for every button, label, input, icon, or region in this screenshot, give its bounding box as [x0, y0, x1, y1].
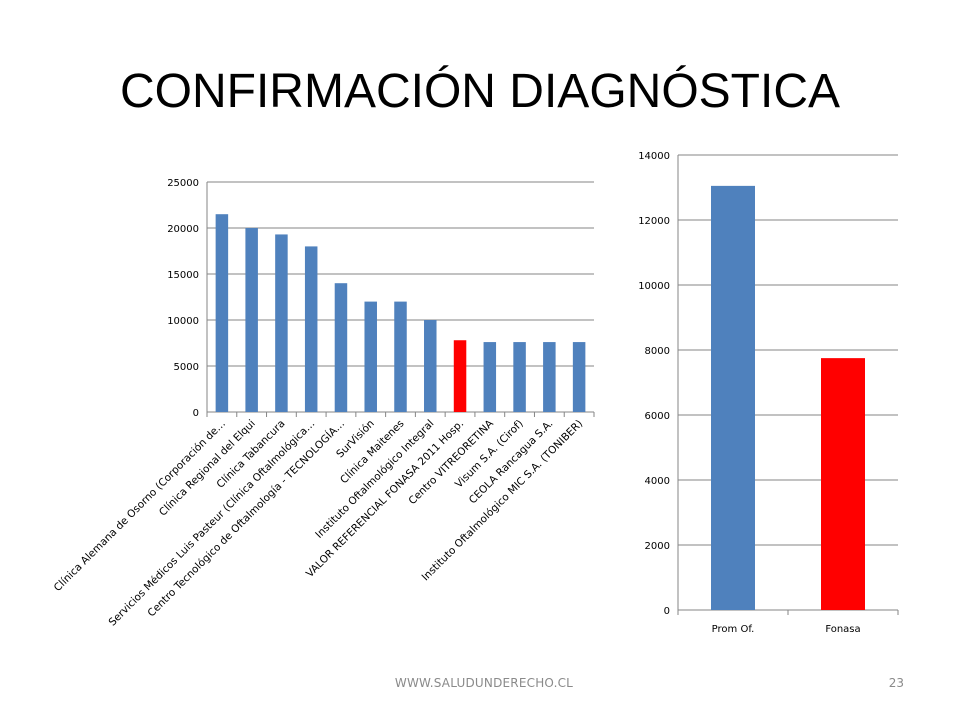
y-tick-label: 0 — [664, 606, 670, 617]
bar — [215, 214, 229, 412]
y-tick-label: 12000 — [638, 216, 670, 227]
bar — [334, 283, 348, 412]
bar — [483, 342, 497, 412]
bar — [364, 301, 377, 412]
bar-highlight — [821, 358, 865, 610]
bar-highlight — [453, 340, 467, 412]
bar — [424, 320, 437, 412]
bar — [711, 185, 755, 610]
y-tick-label: 14000 — [638, 151, 670, 162]
bar — [275, 234, 288, 412]
bar — [394, 301, 407, 412]
y-tick-label: 6000 — [645, 411, 670, 422]
bar — [543, 342, 556, 412]
bar — [513, 342, 526, 412]
y-tick-label: 10000 — [638, 281, 670, 292]
y-tick-label: 10000 — [167, 316, 199, 327]
x-category-label: Fonasa — [825, 624, 860, 635]
y-tick-label: 15000 — [167, 270, 199, 281]
bar — [572, 342, 586, 412]
bar — [245, 228, 258, 412]
y-tick-label: 8000 — [645, 346, 670, 357]
bar — [304, 246, 318, 412]
y-tick-label: 0 — [193, 408, 199, 419]
footer-page-number: 23 — [888, 676, 904, 690]
y-tick-label: 25000 — [167, 178, 199, 189]
y-tick-label: 4000 — [645, 476, 670, 487]
slide-title: CONFIRMACIÓN DIAGNÓSTICA — [119, 65, 841, 118]
y-tick-label: 20000 — [167, 224, 199, 235]
y-tick-label: 2000 — [645, 541, 670, 552]
x-category-label: Prom Of. — [712, 624, 755, 635]
footer-website: WWW.SALUDUNDERECHO.CL — [394, 676, 574, 690]
y-tick-label: 5000 — [174, 362, 199, 373]
